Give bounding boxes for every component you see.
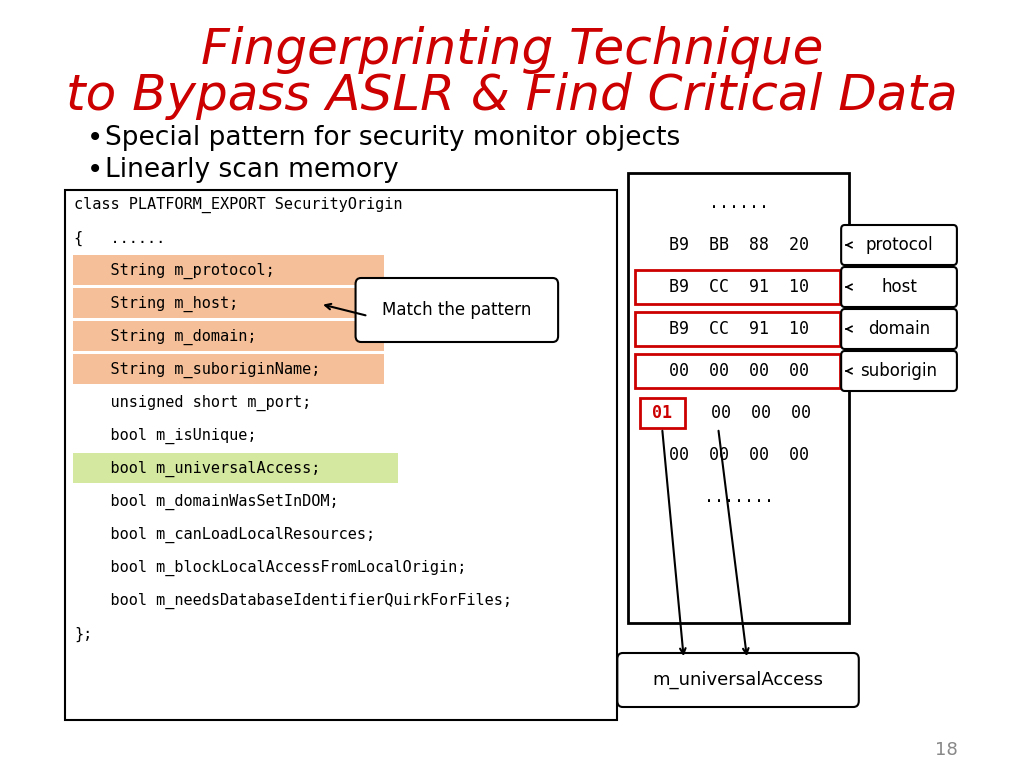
Bar <box>635 270 841 304</box>
Text: B9  CC  91  10: B9 CC 91 10 <box>669 320 809 338</box>
Text: protocol: protocol <box>865 236 933 254</box>
Text: 00  00  00: 00 00 00 <box>711 404 811 422</box>
Bar <box>635 354 841 388</box>
Text: String m_protocol;: String m_protocol; <box>75 263 275 279</box>
Bar <box>73 255 384 285</box>
Text: bool m_domainWasSetInDOM;: bool m_domainWasSetInDOM; <box>75 494 339 510</box>
Bar <box>635 312 841 346</box>
Text: •: • <box>87 156 103 184</box>
Text: •: • <box>87 124 103 152</box>
FancyBboxPatch shape <box>841 225 956 265</box>
Text: bool m_isUnique;: bool m_isUnique; <box>75 428 257 444</box>
FancyBboxPatch shape <box>841 267 956 307</box>
Text: .......: ....... <box>703 488 773 506</box>
Bar <box>73 321 384 351</box>
Text: 01: 01 <box>652 404 672 422</box>
Text: Match the pattern: Match the pattern <box>382 301 531 319</box>
Text: m_universalAccess: m_universalAccess <box>652 671 823 689</box>
Bar <box>628 173 849 623</box>
FancyBboxPatch shape <box>841 351 956 391</box>
Text: suborigin: suborigin <box>860 362 938 380</box>
Text: unsigned short m_port;: unsigned short m_port; <box>75 395 311 411</box>
FancyBboxPatch shape <box>841 309 956 349</box>
Text: bool m_universalAccess;: bool m_universalAccess; <box>75 461 321 477</box>
Text: };: }; <box>75 627 92 641</box>
Text: bool m_canLoadLocalResources;: bool m_canLoadLocalResources; <box>75 527 376 543</box>
Text: to Bypass ASLR & Find Critical Data: to Bypass ASLR & Find Critical Data <box>67 72 957 120</box>
Text: String m_host;: String m_host; <box>75 296 239 312</box>
Text: String m_domain;: String m_domain; <box>75 329 257 345</box>
Bar <box>73 453 398 483</box>
Text: host: host <box>881 278 916 296</box>
Text: Fingerprinting Technique: Fingerprinting Technique <box>201 26 823 74</box>
Text: ......: ...... <box>709 194 769 212</box>
Text: {   ......: { ...... <box>75 230 166 246</box>
Text: Linearly scan memory: Linearly scan memory <box>105 157 398 183</box>
Bar <box>73 288 384 318</box>
FancyBboxPatch shape <box>355 278 558 342</box>
Text: 00  00  00  00: 00 00 00 00 <box>669 446 809 464</box>
Text: domain: domain <box>868 320 930 338</box>
Text: 00  00  00  00: 00 00 00 00 <box>669 362 809 380</box>
Text: 18: 18 <box>935 741 957 759</box>
Text: class PLATFORM_EXPORT SecurityOrigin: class PLATFORM_EXPORT SecurityOrigin <box>75 197 402 213</box>
Text: bool m_blockLocalAccessFromLocalOrigin;: bool m_blockLocalAccessFromLocalOrigin; <box>75 560 467 576</box>
Text: bool m_needsDatabaseIdentifierQuirkForFiles;: bool m_needsDatabaseIdentifierQuirkForFi… <box>75 593 512 609</box>
Text: B9  BB  88  20: B9 BB 88 20 <box>669 236 809 254</box>
Text: Special pattern for security monitor objects: Special pattern for security monitor obj… <box>105 125 680 151</box>
FancyBboxPatch shape <box>617 653 859 707</box>
Bar <box>73 354 384 384</box>
Bar <box>66 190 616 720</box>
Text: B9  CC  91  10: B9 CC 91 10 <box>669 278 809 296</box>
Bar <box>640 398 685 428</box>
Text: String m_suboriginName;: String m_suboriginName; <box>75 362 321 378</box>
